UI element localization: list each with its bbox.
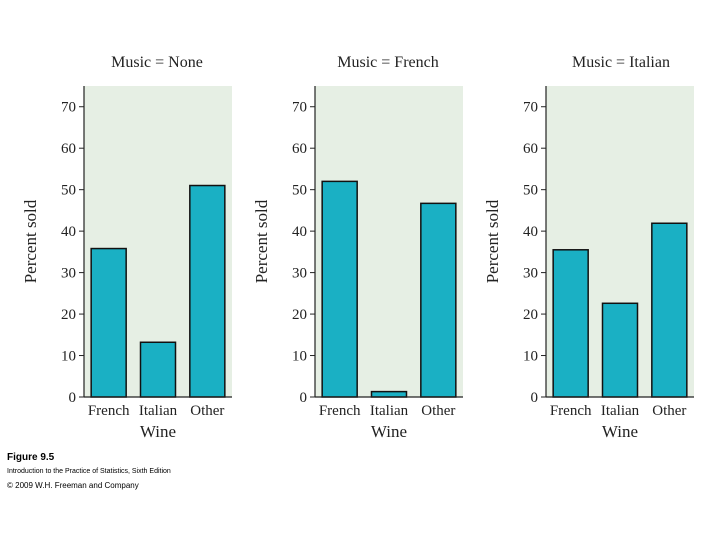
panel-3-bar-french: [552, 249, 589, 398]
panel-2-y-tick-label: 40: [292, 224, 307, 240]
panel-1-y-tick-label: 50: [61, 183, 76, 199]
panel-2-y-tick-label: 20: [292, 307, 307, 323]
panel-1-bar-other: [189, 184, 226, 398]
book-title: Introduction to the Practice of Statisti…: [7, 468, 171, 475]
panel-2-x-tick-label: Other: [421, 403, 455, 419]
panel-1-x-tick-label: Other: [190, 403, 224, 419]
panel-3-y-tick-label: 60: [523, 141, 538, 157]
panel-3-x-axis-title: Wine: [602, 422, 638, 441]
figure-label: Figure 9.5: [7, 452, 55, 463]
panel-3-x-tick-label: French: [550, 403, 592, 419]
panel-2-bar-other: [420, 202, 457, 398]
panel-2-y-tick-label: 30: [292, 266, 307, 282]
bar-chart-figure: Music = None 0 10 20 30 40 50 60 70 Percent sold F…: [21, 54, 694, 441]
panel-3-y-tick-label: 50: [523, 183, 538, 199]
panel-3-y-axis-title: Percent sold: [483, 199, 502, 283]
panel-3-y-tick-label: 40: [523, 224, 538, 240]
panel-3-y-tick-label: 10: [523, 349, 538, 365]
panel-1-bar-french: [90, 247, 127, 398]
panel-3-y-tick-label: 20: [523, 307, 538, 323]
panel-2-y-tick-label: 50: [292, 183, 307, 199]
panel-1-y-tick-label: 10: [61, 349, 76, 365]
panel-1-y-tick-label: 60: [61, 141, 76, 157]
panel-3-y-tick-label: 30: [523, 266, 538, 282]
panel-2-x-tick-label: French: [319, 403, 361, 419]
panel-2-x-tick-label: Italian: [370, 403, 409, 419]
panel-2-x-axis-title: Wine: [371, 422, 407, 441]
panel-2-title: Music = French: [337, 54, 438, 71]
panel-3-bar-other: [651, 222, 688, 398]
panel-3-y-tick-label: 70: [523, 100, 538, 116]
panel-2-y-axis-title: Percent sold: [252, 199, 271, 283]
panel-3-x-tick-label: Italian: [601, 403, 640, 419]
panel-1-y-tick-label: 20: [61, 307, 76, 323]
panel-1-y-tick-label: 70: [61, 100, 76, 116]
panel-1-y-axis-title: Percent sold: [21, 199, 40, 283]
panel-3-x-tick-label: Other: [652, 403, 686, 419]
panel-3-title: Music = Italian: [572, 54, 670, 71]
panel-1-x-tick-label: Italian: [139, 403, 178, 419]
panel-1-y-tick-label: 0: [69, 390, 77, 406]
panel-1-x-axis-title: Wine: [140, 422, 176, 441]
panel-2-y-tick-label: 70: [292, 100, 307, 116]
panel-2-y-tick-label: 60: [292, 141, 307, 157]
panel-1-title: Music = None: [111, 54, 203, 71]
panel-2-y-tick-label: 0: [300, 390, 308, 406]
panel-1-x-tick-label: French: [88, 403, 130, 419]
panel-3-y-tick-label: 0: [531, 390, 539, 406]
panel-3-bar-italian: [601, 302, 639, 398]
panel-2-y-tick-label: 10: [292, 349, 307, 365]
panel-1-y-tick-label: 30: [61, 266, 76, 282]
panel-1-bar-italian: [139, 341, 177, 398]
panel-2-bar-french: [321, 180, 358, 398]
copyright-notice: © 2009 W.H. Freeman and Company: [7, 481, 139, 490]
panel-2-bar-italian: [370, 390, 408, 398]
panel-1-y-tick-label: 40: [61, 224, 76, 240]
